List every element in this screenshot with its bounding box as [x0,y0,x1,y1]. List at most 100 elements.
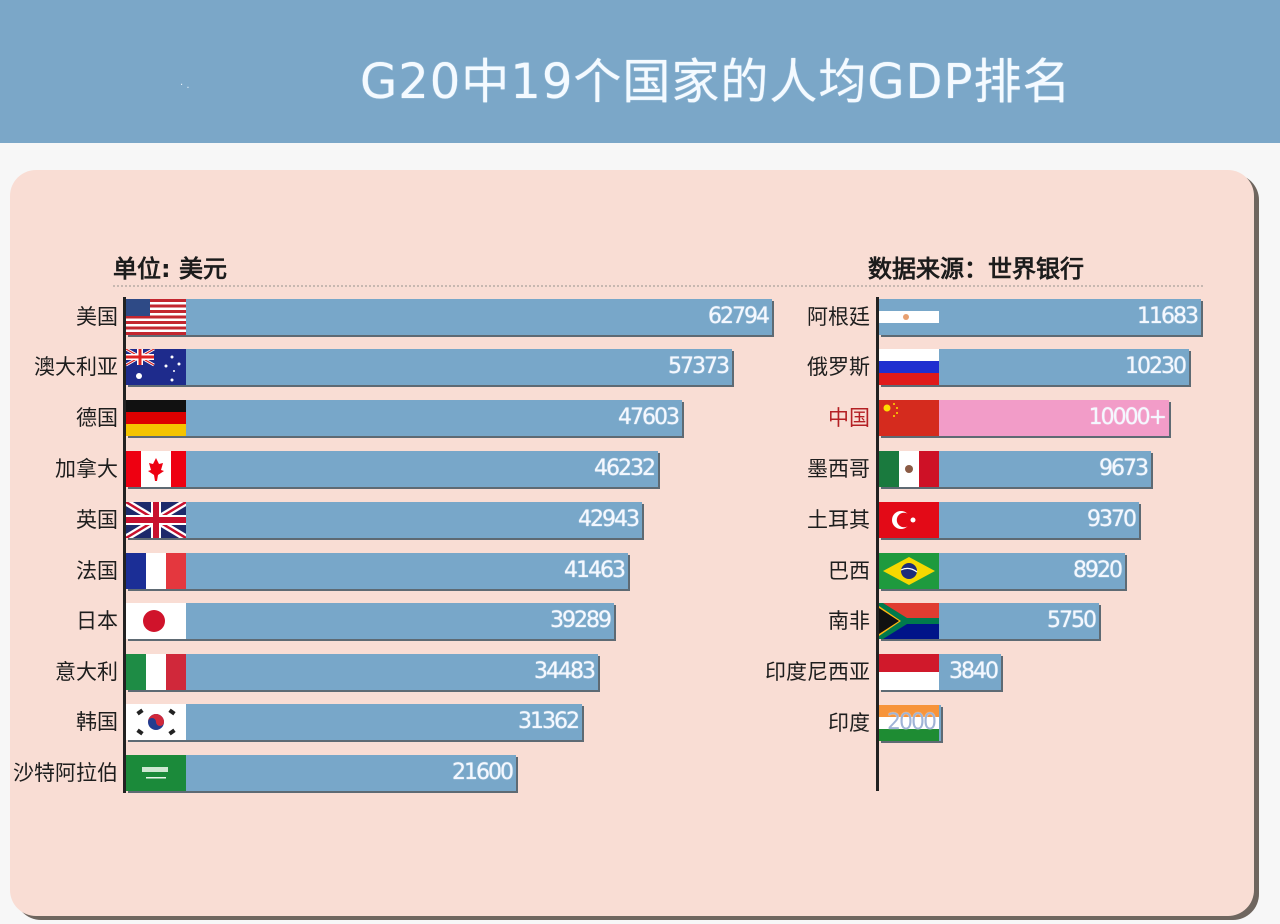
value-label: 5750 [1047,608,1097,633]
bar: 5750 [879,603,1099,639]
india-flag-icon [879,705,939,741]
source-label: 数据来源：世界银行 [868,255,1084,283]
value-label: 39289 [550,608,612,633]
turkey-flag-icon [879,502,939,538]
chart-panel [10,170,1254,916]
uk-flag-icon [126,502,186,538]
value-label: 11683 [1137,304,1199,329]
country-label: 意大利 [55,660,118,684]
page-title: G20中19个国家的人均GDP排名 [360,54,1072,110]
saudi-flag-icon [126,755,186,791]
bar: 9673 [879,451,1151,487]
value-label: 42943 [578,507,640,532]
value-label: 41463 [564,558,626,583]
brazil-flag-icon [879,553,939,589]
country-label: 俄罗斯 [807,355,870,379]
value-label: 10000+ [1088,405,1167,430]
canada-flag-icon [126,451,186,487]
value-label: 57373 [668,354,730,379]
highlight-bar: 10000+ [879,400,1169,436]
country-label: 德国 [76,406,118,430]
value-label: 31362 [518,709,580,734]
country-label: 巴西 [828,559,870,583]
country-label: 南非 [828,609,870,633]
bar: 62794 [126,299,772,335]
left-axis-line [123,297,126,793]
value-label: 21600 [452,760,514,785]
indonesia-flag-icon [879,654,939,690]
country-label: 土耳其 [807,508,870,532]
left-row-germany: 德国 47603 [0,400,780,436]
value-label: 46232 [594,456,656,481]
dotted-divider [113,285,1203,287]
value-label: 2000 [887,710,937,735]
left-row-canada: 加拿大 46232 [0,451,780,487]
italy-flag-icon [126,654,186,690]
mexico-flag-icon [879,451,939,487]
value-label: 8920 [1073,558,1123,583]
country-label-highlight: 中国 [828,406,870,430]
japan-flag-icon [126,603,186,639]
decorative-dots: · . [180,80,190,91]
bar: 42943 [126,502,642,538]
value-label: 47603 [618,405,680,430]
australia-flag-icon [126,349,186,385]
bar: 39289 [126,603,614,639]
country-label: 日本 [76,609,118,633]
bar: 21600 [126,755,516,791]
bar: 10230 [879,349,1189,385]
china-flag-icon [879,400,939,436]
right-axis-line [876,297,879,791]
country-label: 墨西哥 [807,457,870,481]
bar: 2000 [879,705,941,741]
bar: 31362 [126,704,582,740]
argentina-flag-icon [879,299,939,335]
left-row-saudi-arabia: 沙特阿拉伯 21600 [0,755,780,791]
bar: 9370 [879,502,1139,538]
right-row-argentina: 阿根廷 11683 [760,299,1220,335]
value-label: 9673 [1099,456,1149,481]
right-row-indonesia: 印度尼西亚 3840 [760,654,1220,690]
right-row-china: 中国 10000+ [760,400,1220,436]
bar: 41463 [126,553,628,589]
right-row-south-africa: 南非 5750 [760,603,1220,639]
country-label: 阿根廷 [807,305,870,329]
right-row-turkey: 土耳其 9370 [760,502,1220,538]
bar: 3840 [879,654,1001,690]
value-label: 9370 [1087,507,1137,532]
bar: 47603 [126,400,682,436]
country-label: 韩国 [76,710,118,734]
left-row-japan: 日本 39289 [0,603,780,639]
title-banner: · . G20中19个国家的人均GDP排名 [0,0,1280,143]
left-row-usa: 美国 62794 [0,299,780,335]
right-row-india: 印度 2000 [760,705,1220,741]
russia-flag-icon [879,349,939,385]
bar: 11683 [879,299,1201,335]
korea-flag-icon [126,704,186,740]
left-row-australia: 澳大利亚 57373 [0,349,780,385]
bar: 34483 [126,654,598,690]
country-label: 沙特阿拉伯 [13,761,118,785]
country-label: 印度尼西亚 [765,660,870,684]
germany-flag-icon [126,400,186,436]
country-label: 印度 [828,711,870,735]
country-label: 美国 [76,305,118,329]
value-label: 3840 [949,659,999,684]
right-row-mexico: 墨西哥 9673 [760,451,1220,487]
left-row-korea: 韩国 31362 [0,704,780,740]
value-label: 62794 [708,304,770,329]
country-label: 法国 [76,559,118,583]
left-row-uk: 英国 42943 [0,502,780,538]
right-row-brazil: 巴西 8920 [760,553,1220,589]
left-row-france: 法国 41463 [0,553,780,589]
right-row-russia: 俄罗斯 10230 [760,349,1220,385]
country-label: 澳大利亚 [34,355,118,379]
bar: 46232 [126,451,658,487]
france-flag-icon [126,553,186,589]
value-label: 34483 [534,659,596,684]
country-label: 加拿大 [55,457,118,481]
country-label: 英国 [76,508,118,532]
south-africa-flag-icon [879,603,939,639]
left-row-italy: 意大利 34483 [0,654,780,690]
bar: 8920 [879,553,1125,589]
